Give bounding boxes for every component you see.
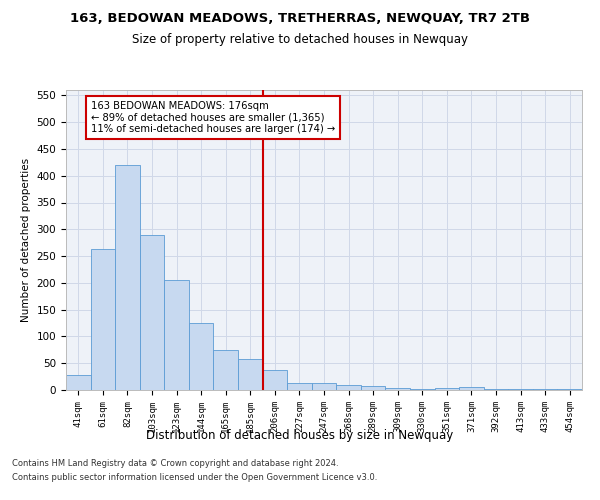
Bar	[214, 350, 238, 390]
Text: Size of property relative to detached houses in Newquay: Size of property relative to detached ho…	[132, 32, 468, 46]
Bar	[434, 388, 459, 390]
Bar	[164, 280, 189, 390]
Text: Distribution of detached houses by size in Newquay: Distribution of detached houses by size …	[146, 428, 454, 442]
Text: 163, BEDOWAN MEADOWS, TRETHERRAS, NEWQUAY, TR7 2TB: 163, BEDOWAN MEADOWS, TRETHERRAS, NEWQUA…	[70, 12, 530, 26]
Bar	[91, 249, 115, 390]
Bar	[140, 234, 164, 390]
Text: Contains public sector information licensed under the Open Government Licence v3: Contains public sector information licen…	[12, 474, 377, 482]
Bar	[263, 370, 287, 390]
Y-axis label: Number of detached properties: Number of detached properties	[21, 158, 31, 322]
Text: Contains HM Land Registry data © Crown copyright and database right 2024.: Contains HM Land Registry data © Crown c…	[12, 458, 338, 468]
Bar	[385, 388, 410, 390]
Bar	[189, 323, 214, 390]
Bar	[459, 388, 484, 390]
Bar	[312, 383, 336, 390]
Bar	[115, 165, 140, 390]
Bar	[66, 375, 91, 390]
Bar	[287, 383, 312, 390]
Bar	[484, 389, 508, 390]
Bar	[336, 385, 361, 390]
Bar	[361, 386, 385, 390]
Bar	[238, 360, 263, 390]
Text: 163 BEDOWAN MEADOWS: 176sqm
← 89% of detached houses are smaller (1,365)
11% of : 163 BEDOWAN MEADOWS: 176sqm ← 89% of det…	[91, 100, 335, 134]
